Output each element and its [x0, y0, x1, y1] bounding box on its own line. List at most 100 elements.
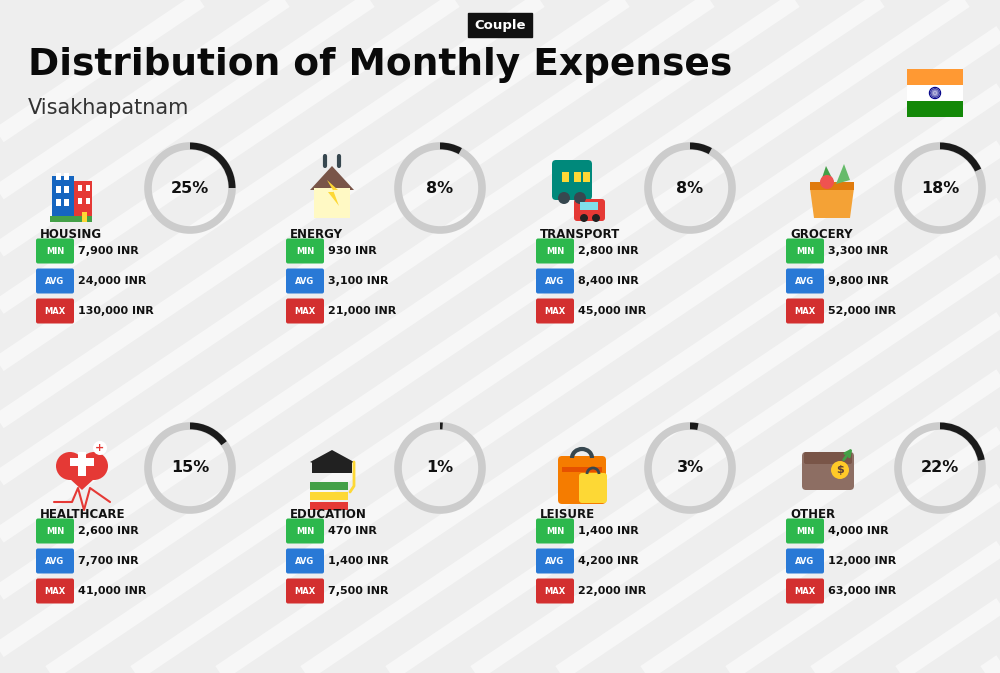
Text: MIN: MIN [46, 526, 64, 536]
FancyBboxPatch shape [786, 269, 824, 293]
Text: 9,800 INR: 9,800 INR [828, 276, 889, 286]
Text: 7,700 INR: 7,700 INR [78, 556, 139, 566]
Circle shape [574, 192, 586, 204]
Text: MAX: MAX [294, 586, 316, 596]
Text: AVG: AVG [295, 277, 315, 285]
Bar [56, 199, 61, 206]
Text: 1,400 INR: 1,400 INR [578, 526, 639, 536]
Text: 41,000 INR: 41,000 INR [78, 586, 146, 596]
Text: AVG: AVG [45, 557, 65, 565]
Text: +: + [95, 443, 105, 453]
Circle shape [558, 192, 570, 204]
FancyBboxPatch shape [536, 299, 574, 324]
Text: 7,500 INR: 7,500 INR [328, 586, 388, 596]
FancyBboxPatch shape [286, 518, 324, 544]
Text: 3%: 3% [676, 460, 704, 476]
Bar [78, 452, 86, 476]
Wedge shape [440, 423, 443, 429]
Bar [64, 199, 69, 206]
FancyBboxPatch shape [36, 579, 74, 604]
FancyBboxPatch shape [574, 199, 605, 221]
Text: 4,200 INR: 4,200 INR [578, 556, 639, 566]
Polygon shape [310, 450, 354, 470]
Text: AVG: AVG [545, 557, 565, 565]
FancyBboxPatch shape [579, 473, 607, 503]
Text: MAX: MAX [544, 306, 566, 316]
Bar [50, 216, 92, 222]
Wedge shape [190, 423, 227, 446]
Text: 2,800 INR: 2,800 INR [578, 246, 639, 256]
Text: 3,100 INR: 3,100 INR [328, 276, 388, 286]
Text: 8%: 8% [426, 180, 454, 195]
Circle shape [831, 461, 849, 479]
Text: MIN: MIN [296, 246, 314, 256]
FancyBboxPatch shape [36, 548, 74, 573]
Polygon shape [58, 468, 106, 490]
Text: 470 INR: 470 INR [328, 526, 377, 536]
Text: MIN: MIN [46, 246, 64, 256]
Circle shape [56, 452, 84, 480]
Wedge shape [190, 143, 236, 188]
Polygon shape [820, 166, 832, 184]
Polygon shape [810, 188, 854, 218]
Text: 15%: 15% [171, 460, 209, 476]
Text: GROCERY: GROCERY [790, 228, 852, 241]
Bar [78, 185, 82, 191]
Text: 24,000 INR: 24,000 INR [78, 276, 146, 286]
Text: MIN: MIN [296, 526, 314, 536]
FancyBboxPatch shape [802, 452, 854, 490]
Text: 2,600 INR: 2,600 INR [78, 526, 139, 536]
Text: 18%: 18% [921, 180, 959, 195]
Circle shape [930, 87, 940, 98]
Text: Visakhapatnam: Visakhapatnam [28, 98, 189, 118]
Bar [907, 85, 962, 101]
FancyBboxPatch shape [36, 238, 74, 264]
Circle shape [580, 214, 588, 222]
Bar [310, 492, 348, 500]
Text: AVG: AVG [545, 277, 565, 285]
Bar [562, 172, 569, 182]
FancyBboxPatch shape [536, 269, 574, 293]
Text: 3,300 INR: 3,300 INR [828, 246, 888, 256]
FancyBboxPatch shape [786, 579, 824, 604]
Bar [562, 467, 602, 472]
Bar [64, 186, 69, 193]
Polygon shape [327, 180, 339, 206]
FancyBboxPatch shape [536, 518, 574, 544]
Bar [580, 202, 598, 210]
Bar [70, 458, 94, 466]
Text: MAX: MAX [44, 586, 66, 596]
Text: 4,000 INR: 4,000 INR [828, 526, 889, 536]
Text: AVG: AVG [795, 557, 815, 565]
FancyBboxPatch shape [786, 548, 824, 573]
Wedge shape [690, 143, 712, 154]
Text: LEISURE: LEISURE [540, 508, 595, 521]
Bar [583, 172, 590, 182]
FancyBboxPatch shape [286, 579, 324, 604]
FancyBboxPatch shape [286, 269, 324, 293]
FancyBboxPatch shape [36, 299, 74, 324]
Text: AVG: AVG [795, 277, 815, 285]
Bar [907, 101, 962, 117]
Text: 45,000 INR: 45,000 INR [578, 306, 646, 316]
FancyBboxPatch shape [786, 238, 824, 264]
Text: MAX: MAX [44, 306, 66, 316]
FancyBboxPatch shape [536, 238, 574, 264]
Text: AVG: AVG [295, 557, 315, 565]
Text: ENERGY: ENERGY [290, 228, 343, 241]
Text: 8%: 8% [676, 180, 704, 195]
Text: 1,400 INR: 1,400 INR [328, 556, 389, 566]
Text: 1%: 1% [426, 460, 454, 476]
Text: HOUSING: HOUSING [40, 228, 102, 241]
Text: 52,000 INR: 52,000 INR [828, 306, 896, 316]
Text: 7,900 INR: 7,900 INR [78, 246, 139, 256]
Text: OTHER: OTHER [790, 508, 835, 521]
Text: 8,400 INR: 8,400 INR [578, 276, 639, 286]
FancyBboxPatch shape [536, 579, 574, 604]
Bar [86, 185, 90, 191]
Bar [74, 181, 92, 216]
Text: MIN: MIN [796, 526, 814, 536]
Text: MIN: MIN [796, 246, 814, 256]
Wedge shape [440, 143, 462, 154]
Bar [82, 212, 87, 222]
